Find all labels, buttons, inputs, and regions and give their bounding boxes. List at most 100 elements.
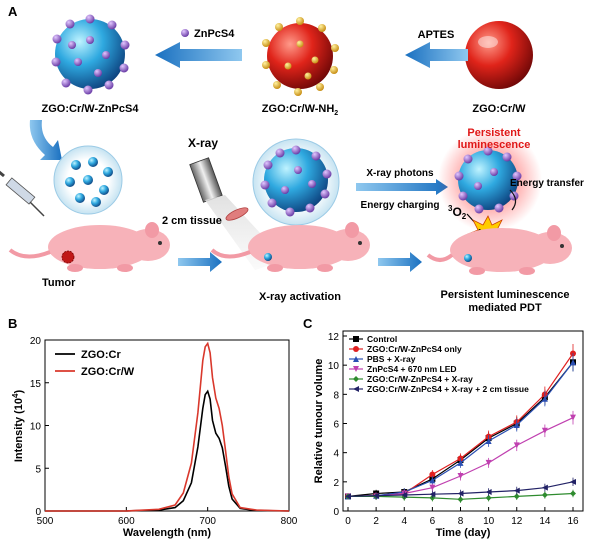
panel-c-label: C	[303, 316, 313, 331]
bare-nanoparticle	[465, 21, 533, 89]
glowing-nanoparticle	[438, 128, 542, 232]
tumor-x-tick-label: 4	[401, 516, 407, 527]
pdt-label-2: mediated PDT	[468, 302, 542, 314]
spectrum-y-tick-label: 0	[35, 507, 41, 518]
charging-label: Energy charging	[361, 200, 440, 211]
spectrum-xlabel: Wavelength (nm)	[123, 527, 212, 539]
spectrum-x-tick-label: 600	[118, 516, 135, 527]
tumor-data-point	[541, 484, 548, 491]
spectrum-ylabel: Intensity (104)	[11, 390, 25, 463]
spectrum-y-tick-label: 20	[30, 336, 42, 347]
tumor-label: Tumor	[42, 277, 76, 289]
injection-bubble	[53, 145, 123, 215]
tumor-legend-label: Control	[367, 334, 397, 344]
tumor-data-point	[570, 478, 576, 485]
tumor-legend-label: ZGO:Cr/W-ZnPcS4 + X-ray	[367, 374, 473, 384]
tumor-y-tick-label: 8	[333, 390, 339, 401]
tumor-x-tick-label: 0	[345, 516, 351, 527]
step-arrow-1	[178, 252, 222, 272]
tumor-y-tick-label: 10	[328, 361, 340, 372]
persistent-luminescence-label-1: Persistent	[467, 127, 521, 139]
spectrum-chart: 500 600 700 800 0 5 10 15 20 ZGO:Cr ZGO:Cr/W	[30, 336, 298, 527]
tumor-legend-label: ZGO:Cr/W-ZnPcS4 only	[367, 344, 462, 354]
spectrum-line-zgo-cr	[45, 389, 290, 512]
loaded-nanoparticle	[51, 14, 130, 95]
tumor-data-point	[513, 493, 520, 500]
znpcs4-arrow	[155, 42, 242, 68]
tumor-data-point	[541, 427, 548, 434]
xray-tube-icon	[189, 157, 223, 203]
tumor-legend-marker	[353, 376, 359, 382]
tumor-marker	[61, 250, 75, 264]
activation-label: X-ray activation	[259, 291, 341, 303]
amine-nanoparticle-label: ZGO:Cr/W-NH2	[262, 103, 339, 117]
spectrum-x-tick-label: 500	[37, 516, 54, 527]
tumor-y-tick-label: 12	[328, 332, 340, 343]
mouse-tumor	[8, 222, 170, 272]
spectrum-y-tick-label: 15	[30, 379, 42, 390]
spectrum-x-tick-label: 700	[199, 516, 216, 527]
tumor-data-point	[429, 491, 436, 498]
aptes-arrow	[405, 42, 468, 68]
loaded-nanoparticle-label: ZGO:Cr/W-ZnPcS4	[42, 103, 140, 115]
panel-a-label: A	[8, 4, 18, 19]
mouse-pdt	[426, 225, 572, 275]
tissue-slab	[225, 207, 249, 221]
tumor-data-point	[457, 473, 464, 479]
tumor-data-point	[485, 459, 492, 466]
tumor-legend-marker	[353, 346, 359, 352]
mouse-xray	[210, 222, 370, 272]
tumor-x-tick-label: 6	[430, 516, 436, 527]
panel-b-label: B	[8, 316, 17, 331]
energy-transfer-arrow	[509, 189, 517, 211]
tumor-y-tick-label: 4	[333, 449, 339, 460]
injection-arrow	[29, 120, 62, 160]
tumor-y-tick-label: 0	[333, 507, 339, 518]
tumor-y-tick-label: 2	[333, 478, 339, 489]
tumor-data-point	[513, 442, 520, 449]
tumor-data-point	[429, 471, 436, 478]
tumor-legend-marker	[353, 386, 359, 392]
tumor-data-point	[457, 496, 464, 503]
energy-transfer-label: Energy transfer	[510, 178, 584, 189]
tumor-data-point	[541, 491, 548, 498]
tumor-data-point	[485, 489, 492, 496]
tumor-legend-label: PBS + X-ray	[367, 354, 416, 364]
tumor-data-point	[457, 490, 464, 497]
photons-label: X-ray photons	[366, 168, 434, 179]
activation-bubble	[252, 138, 340, 226]
tumor-data-point	[457, 459, 464, 466]
tumor-legend-label: ZnPcS4 + 670 nm LED	[367, 364, 457, 374]
tumor-data-point	[401, 491, 408, 498]
tumor-ylabel: Relative tumour volume	[313, 359, 325, 484]
tumor-data-point	[513, 421, 520, 428]
tumor-xlabel: Time (day)	[436, 527, 491, 539]
tumor-data-point	[429, 484, 436, 491]
syringe-icon	[0, 170, 45, 217]
tumor-data-point	[485, 438, 492, 444]
pdt-label-1: Persistent luminescence	[440, 289, 569, 301]
tumor-plot-frame	[342, 330, 584, 512]
tumor-y-tick-label: 6	[333, 420, 339, 431]
tumor-data-point	[570, 490, 576, 497]
spectrum-line-zgo-cr-w	[45, 341, 290, 512]
tumor-legend-label: ZGO:Cr/W-ZnPcS4 + X-ray + 2 cm tissue	[367, 384, 529, 394]
bare-nanoparticle-label: ZGO:Cr/W	[472, 103, 526, 115]
amine-nanoparticle	[262, 17, 339, 96]
tumor-x-tick-label: 10	[483, 516, 495, 527]
step-arrow-2	[378, 252, 422, 272]
triplet-oxygen-label: 3O2	[448, 204, 467, 221]
tumor-x-tick-label: 16	[567, 516, 579, 527]
tumor-x-tick-label: 8	[458, 516, 464, 527]
tumor-data-point	[570, 359, 576, 366]
tumor-data-point	[485, 494, 492, 501]
tumor-x-tick-label: 2	[373, 516, 379, 527]
tumor-legend-marker	[353, 336, 359, 342]
znpcs4-molecule-icon	[181, 29, 189, 37]
tumor-data-point	[345, 493, 351, 500]
xray-label: X-ray	[188, 136, 218, 150]
tumor-data-point	[513, 487, 520, 494]
tumor-data-point	[541, 395, 548, 402]
